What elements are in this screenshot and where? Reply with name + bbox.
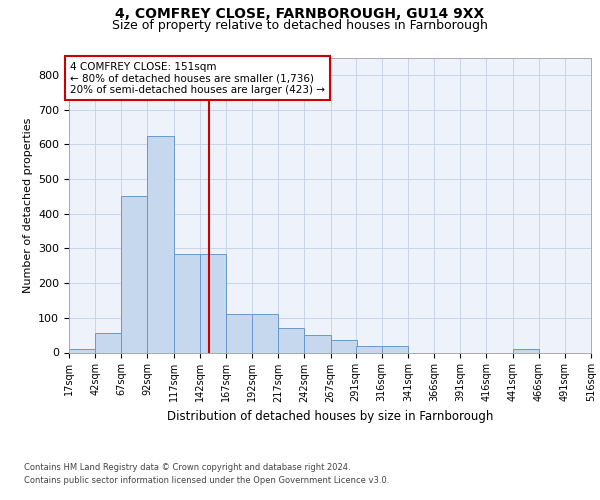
Text: 4 COMFREY CLOSE: 151sqm
← 80% of detached houses are smaller (1,736)
20% of semi: 4 COMFREY CLOSE: 151sqm ← 80% of detache… bbox=[70, 62, 325, 95]
X-axis label: Distribution of detached houses by size in Farnborough: Distribution of detached houses by size … bbox=[167, 410, 493, 423]
Text: Size of property relative to detached houses in Farnborough: Size of property relative to detached ho… bbox=[112, 18, 488, 32]
Text: Contains HM Land Registry data © Crown copyright and database right 2024.: Contains HM Land Registry data © Crown c… bbox=[24, 464, 350, 472]
Bar bbox=[356, 346, 382, 352]
Bar bbox=[173, 254, 200, 352]
Bar bbox=[382, 346, 408, 352]
Bar bbox=[278, 328, 304, 352]
Bar bbox=[69, 349, 95, 352]
Bar bbox=[304, 335, 331, 352]
Bar bbox=[331, 340, 356, 352]
Bar bbox=[512, 349, 539, 352]
Bar bbox=[200, 254, 226, 352]
Text: Contains public sector information licensed under the Open Government Licence v3: Contains public sector information licen… bbox=[24, 476, 389, 485]
Text: 4, COMFREY CLOSE, FARNBOROUGH, GU14 9XX: 4, COMFREY CLOSE, FARNBOROUGH, GU14 9XX bbox=[115, 8, 485, 22]
Y-axis label: Number of detached properties: Number of detached properties bbox=[23, 118, 32, 292]
Bar bbox=[148, 136, 173, 352]
Bar bbox=[95, 334, 121, 352]
Bar bbox=[252, 314, 278, 352]
Bar bbox=[121, 196, 148, 352]
Bar bbox=[226, 314, 252, 352]
